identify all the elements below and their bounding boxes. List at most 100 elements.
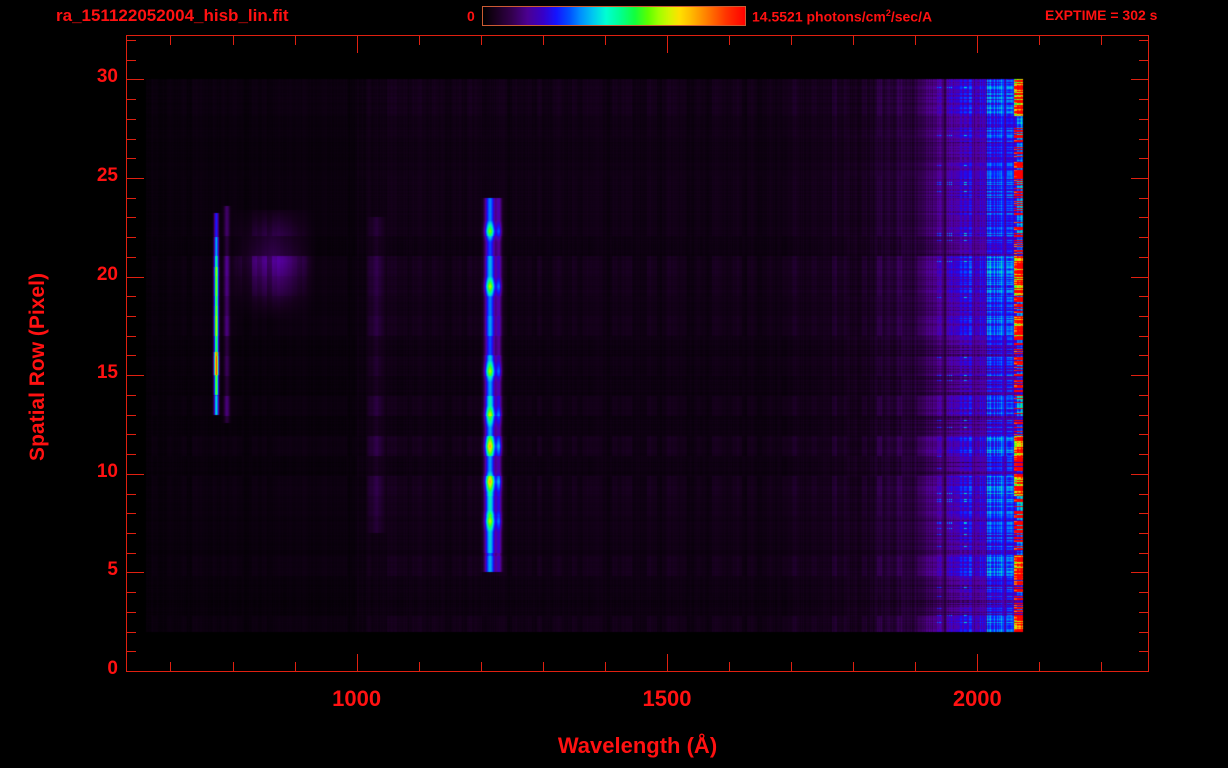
y-tick-major: [126, 375, 144, 376]
y-tick-major: [126, 178, 144, 179]
y-tick-major-right: [1131, 178, 1149, 179]
x-tick-minor: [295, 662, 296, 672]
y-tick-minor: [126, 158, 136, 159]
y-tick-major-right: [1131, 572, 1149, 573]
x-tick-label: 1500: [642, 686, 692, 711]
y-tick-label: 20: [96, 263, 118, 285]
plot-title: ra_151122052004_hisb_lin.fit: [56, 6, 289, 25]
x-tick-major-top: [977, 35, 978, 53]
y-tick-minor-right: [1139, 355, 1149, 356]
x-tick-major: [357, 654, 358, 672]
x-tick-minor-top: [295, 35, 296, 45]
y-tick-minor: [126, 217, 136, 218]
y-tick-major: [126, 79, 144, 80]
y-tick-minor-right: [1139, 119, 1149, 120]
y-tick-minor-right: [1139, 257, 1149, 258]
y-tick-minor: [126, 533, 136, 534]
y-tick-minor-right: [1139, 533, 1149, 534]
x-tick-minor-top: [543, 35, 544, 45]
y-tick-minor: [126, 454, 136, 455]
x-tick-minor-top: [1039, 35, 1040, 45]
y-tick-minor-right: [1139, 158, 1149, 159]
x-tick-minor-top: [853, 35, 854, 45]
x-tick-minor: [543, 662, 544, 672]
y-tick-minor: [126, 198, 136, 199]
y-tick-minor: [126, 60, 136, 61]
colorbar-max-tail: /sec/A: [890, 8, 933, 25]
x-tick-minor: [419, 662, 420, 672]
y-tick-label: 0: [107, 658, 118, 679]
x-tick-major-top: [357, 35, 358, 53]
y-axis-title: Spatial Row (Pixel): [26, 273, 49, 461]
y-tick-minor: [126, 434, 136, 435]
y-tick-minor-right: [1139, 336, 1149, 337]
spectrogram-image: [127, 36, 1148, 671]
colorbar: [482, 6, 746, 26]
x-tick-major: [977, 654, 978, 672]
x-tick-minor-top: [233, 35, 234, 45]
x-tick-minor: [853, 662, 854, 672]
y-tick-minor-right: [1139, 99, 1149, 100]
y-tick-minor-right: [1139, 592, 1149, 593]
y-tick-major-right: [1131, 79, 1149, 80]
x-tick-label: 2000: [952, 686, 1002, 711]
x-tick-minor: [481, 662, 482, 672]
colorbar-max-label: 14.5521 photons/cm2/sec/A: [752, 8, 932, 25]
y-tick-minor: [126, 651, 136, 652]
y-tick-major-right: [1131, 671, 1149, 672]
y-tick-minor-right: [1139, 139, 1149, 140]
y-tick-minor-right: [1139, 651, 1149, 652]
x-tick-minor: [233, 662, 234, 672]
y-tick-minor: [126, 316, 136, 317]
x-tick-major-top: [667, 35, 668, 53]
y-tick-minor: [126, 612, 136, 613]
x-tick-minor: [170, 662, 171, 672]
y-tick-minor-right: [1139, 632, 1149, 633]
x-tick-minor-top: [915, 35, 916, 45]
y-tick-minor: [126, 139, 136, 140]
y-tick-label: 30: [96, 66, 118, 88]
x-tick-major: [667, 654, 668, 672]
x-tick-minor: [605, 662, 606, 672]
x-tick-minor-top: [481, 35, 482, 45]
y-tick-minor: [126, 553, 136, 554]
y-tick-minor: [126, 592, 136, 593]
y-tick-minor-right: [1139, 494, 1149, 495]
x-tick-minor-top: [791, 35, 792, 45]
y-tick-minor-right: [1139, 612, 1149, 613]
y-tick-minor-right: [1139, 316, 1149, 317]
colorbar-min-label: 0: [467, 8, 475, 24]
y-tick-major-right: [1131, 474, 1149, 475]
y-tick-minor: [126, 415, 136, 416]
y-tick-minor: [126, 296, 136, 297]
y-tick-minor-right: [1139, 198, 1149, 199]
y-tick-minor: [126, 257, 136, 258]
y-tick-minor-right: [1139, 395, 1149, 396]
y-tick-major: [126, 277, 144, 278]
y-tick-minor-right: [1139, 454, 1149, 455]
y-tick-minor-right: [1139, 415, 1149, 416]
x-axis-title: Wavelength (Å): [557, 733, 718, 758]
y-tick-minor: [126, 395, 136, 396]
y-tick-major-right: [1131, 375, 1149, 376]
y-tick-minor: [126, 513, 136, 514]
y-tick-minor-right: [1139, 237, 1149, 238]
y-tick-minor: [126, 119, 136, 120]
x-tick-minor-top: [419, 35, 420, 45]
y-tick-minor-right: [1139, 513, 1149, 514]
x-tick-minor: [729, 662, 730, 672]
y-tick-label: 15: [96, 362, 118, 384]
y-tick-minor: [126, 632, 136, 633]
y-tick-label: 5: [107, 559, 118, 581]
exptime-label: EXPTIME = 302 s: [1045, 7, 1158, 23]
x-tick-minor-top: [1101, 35, 1102, 45]
y-tick-label: 10: [96, 460, 118, 482]
x-tick-minor: [791, 662, 792, 672]
x-tick-minor: [915, 662, 916, 672]
x-tick-minor-top: [170, 35, 171, 45]
colorbar-max-exponent: 2: [885, 8, 891, 18]
plot-area: [126, 35, 1149, 672]
y-tick-minor-right: [1139, 40, 1149, 41]
